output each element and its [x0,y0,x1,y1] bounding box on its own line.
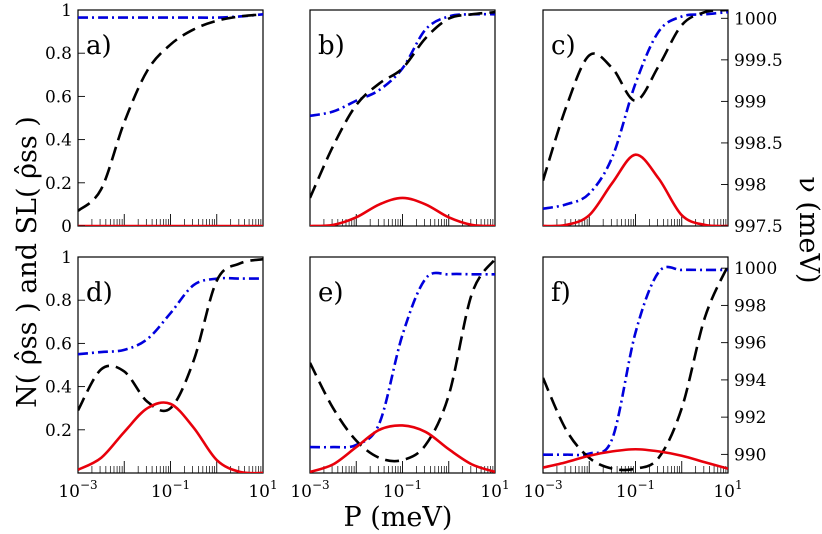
panel-label: a) [86,31,112,61]
y-tick-label-right: 998.5 [734,134,783,154]
series-line-n [78,401,263,473]
y-tick-label-left: 0.4 [45,378,72,398]
x-tick-label: 10−1 [151,478,190,502]
series-line-n [543,447,728,470]
y-tick-label-right: 1000 [734,9,777,29]
x-tick-labels: 10−3 10−1 101 10−3 10−1 101 10−3 10−1 101 [58,478,742,502]
y-tick-label-left: 0.8 [45,291,72,311]
panel-label: d) [86,278,113,308]
curves [78,13,263,226]
y-tick-label-right: 998 [734,175,766,195]
y-tick-label-right: 999 [734,92,766,112]
curves [543,10,728,226]
series-line-s-l [543,265,728,472]
y-tick-label-left: 0.8 [45,44,72,64]
x-tick-label: 10−1 [383,478,422,502]
y-tick-label-right: 1000 [734,259,777,279]
x-tick-label: 10−1 [616,478,655,502]
y-tick-label-right: 997.5 [734,217,783,237]
y-tick-label-left: 0.2 [45,421,72,441]
y-tick-label-right: 990 [734,445,766,465]
x-tick-label: 101 [248,478,277,502]
y-axis-title-right: ν (meV) [793,176,822,283]
y-tick-label-left: 1 [61,248,72,268]
series-line-nu [78,276,263,356]
x-tick-label: 101 [713,478,742,502]
y-axis-title-left: N( ρ̂ss ) and SL( ρ̂ss ) [12,116,43,408]
panel-c: c) [542,9,729,227]
panel-f: f) [542,256,729,474]
panel-a: a) [77,9,264,227]
x-ticks [542,214,727,226]
y-tick-label-right: 998 [734,296,766,316]
left-tick-labels: 0 0.2 0.4 0.6 0.8 1 0.2 0.4 0.6 0.8 1 [45,1,85,441]
y-tick-label-right: 994 [734,371,766,391]
panel-b: b) [309,9,496,227]
series-line-s-l [310,258,495,463]
panel-label: f) [551,278,571,308]
series-line-nu [543,265,728,457]
curves [310,258,495,473]
panel-label: e) [318,278,344,308]
panel-d: d) [77,256,264,474]
series-line-n [310,196,495,226]
panel-e: e) [309,256,496,474]
curves [543,265,728,472]
series-line-s-l [543,10,728,182]
y-tick-label-left: 0 [61,217,72,237]
y-tick-label-left: 1 [61,1,72,21]
panel-frame [309,9,496,227]
right-tick-labels: 997.5 998 998.5 999 999.5 1000 990 992 994 996 998… [721,9,783,465]
x-tick-label: 10−3 [523,478,562,502]
series-line-s-l [310,10,495,199]
series-line-s-l [78,13,263,212]
curves [78,257,263,473]
panels-group: a) b) c) d) e) f) [77,9,729,474]
series-line-n [310,424,495,473]
y-tick-label-right: 996 [734,334,766,354]
y-tick-label-left: 0.6 [45,334,72,354]
curves [310,10,495,226]
panel-frame [542,256,729,474]
y-tick-label-right: 999.5 [734,51,783,71]
y-tick-label-right: 992 [734,408,766,428]
x-axis-title: P (meV) [344,502,453,533]
series-line-s-l [78,257,263,413]
series-line-n [543,153,728,226]
panel-label: c) [551,31,576,61]
x-tick-label: 10−3 [58,478,97,502]
panel-label: b) [318,31,345,61]
x-tick-label: 101 [480,478,509,502]
panel-frame [309,256,496,474]
series-line-nu [310,12,495,118]
y-tick-label-left: 0.2 [45,174,72,194]
x-tick-label: 10−3 [290,478,329,502]
y-tick-label-left: 0.4 [45,131,72,151]
x-ticks [542,461,727,473]
y-tick-label-left: 0.6 [45,87,72,107]
panel-frame [542,9,729,227]
